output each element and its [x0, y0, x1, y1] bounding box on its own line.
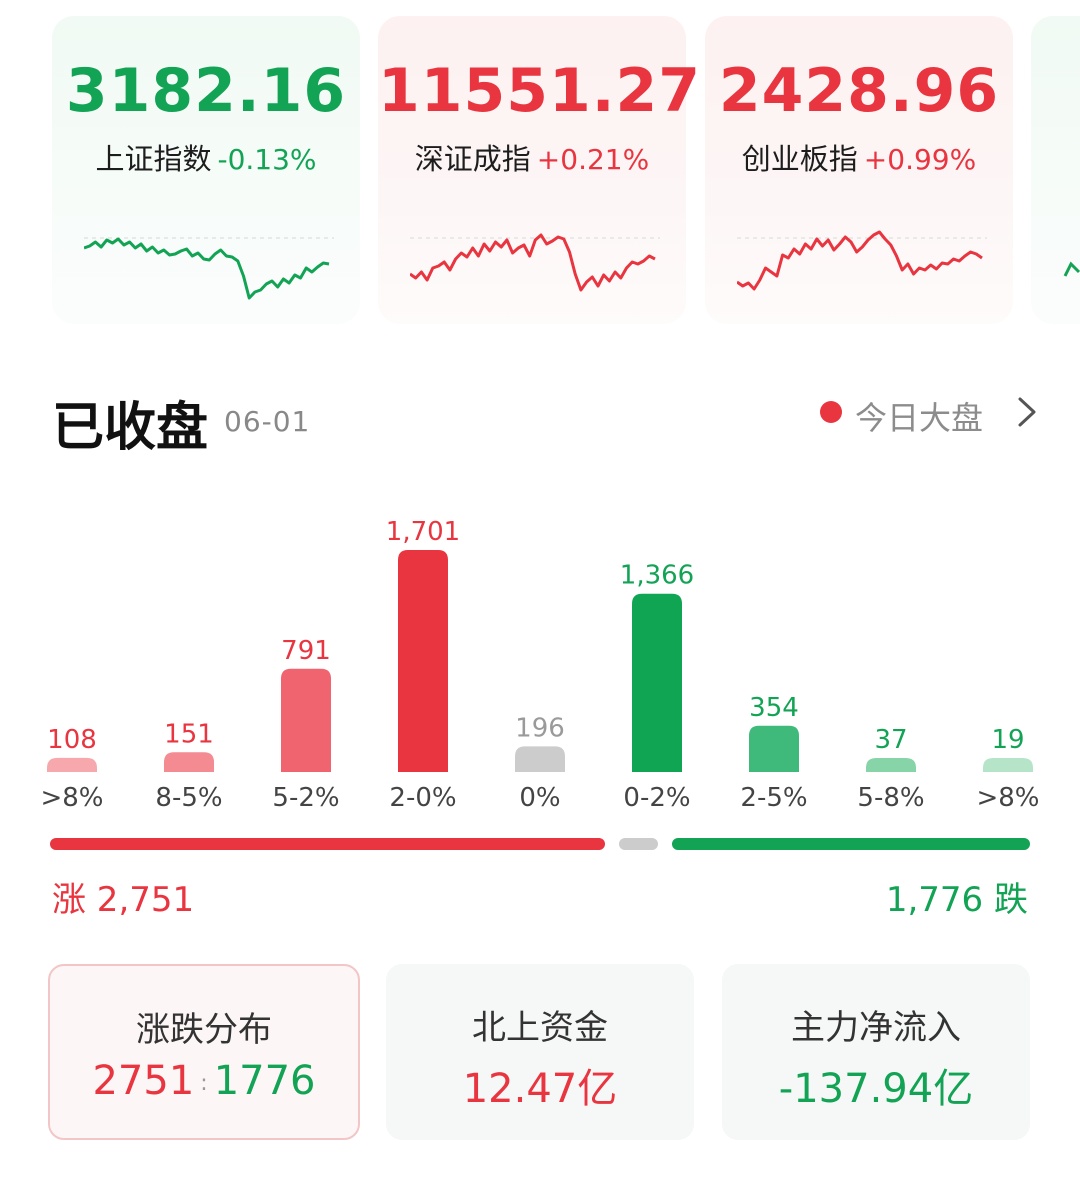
index-name: 创业板指 [741, 142, 858, 176]
stat-title: 北上资金 [472, 1008, 608, 1048]
index-sparkline [737, 230, 987, 291]
index-value: 3182.16 [65, 56, 347, 126]
distribution-bar [749, 725, 799, 772]
bar-value-label: 1,701 [386, 517, 460, 547]
chevron-right-icon[interactable] [1010, 395, 1044, 429]
index-name: 深证成指 [414, 142, 531, 176]
stat-title: 主力净流入 [791, 1008, 961, 1048]
index-sparkline-partial [1063, 261, 1080, 277]
market-status-title: 已收盘 [52, 398, 209, 458]
index-change: +0.99% [863, 143, 977, 176]
ratio-separator: : [200, 1070, 208, 1096]
market-date: 06-01 [224, 405, 311, 438]
index-change: -0.13% [217, 143, 317, 176]
distribution-bar [47, 757, 97, 772]
bar-value-label: 37 [874, 725, 907, 755]
distribution-bar [164, 752, 214, 772]
bar-value-label: 1,366 [620, 561, 694, 591]
fall-total-bar [672, 838, 1030, 850]
rise-count-label: 涨 2,751 [52, 880, 195, 920]
bar-value-label: 354 [749, 693, 799, 723]
index-card-shanghai[interactable]: 3182.16 上证指数 -0.13% [52, 16, 360, 324]
change-distribution-chart: 108 >8% 151 8-5% 791 5-2% 1,701 2-0% 196 0% 1,366 0… [40, 517, 1039, 813]
rise-total-bar [50, 838, 605, 850]
bar-category-label: 5-8% [857, 783, 924, 813]
index-card-chinext[interactable]: 2428.96 创业板指 +0.99% [705, 16, 1013, 324]
index-card-partial[interactable] [1031, 16, 1080, 324]
stat-title: 涨跌分布 [136, 1010, 272, 1050]
bar-value-label: 108 [47, 725, 97, 755]
distribution-bar [398, 550, 448, 772]
stat-value: 2751:1776 [50, 1058, 358, 1104]
bar-category-label: >8% [40, 783, 103, 813]
bar-category-label: 8-5% [155, 783, 222, 813]
sparkline-line [84, 237, 330, 300]
bar-value-label: 791 [281, 636, 331, 666]
index-label-row: 深证成指 +0.21% [378, 136, 686, 178]
index-card-shenzhen[interactable]: 11551.27 深证成指 +0.21% [378, 16, 702, 324]
bar-category-label: 2-0% [389, 783, 456, 813]
bar-value-label: 196 [515, 713, 565, 743]
stat-value: -137.94亿 [778, 1066, 974, 1112]
rise-count: 2751 [92, 1058, 195, 1104]
index-change: +0.21% [536, 143, 650, 176]
fall-count: 1776 [213, 1058, 316, 1104]
index-label-row: 上证指数 -0.13% [52, 136, 360, 178]
tab-main-net-inflow[interactable]: 主力净流入 -137.94亿 [722, 964, 1030, 1140]
index-cards: 3182.16 上证指数 -0.13% 11551.27 深证成指 +0.21% 2… [0, 0, 1080, 340]
stat-value: 12.47亿 [462, 1066, 618, 1112]
bar-category-label: >8% [976, 783, 1039, 813]
fall-count-label: 1,776 跌 [885, 880, 1028, 920]
distribution-bar [983, 758, 1033, 772]
index-name: 上证指数 [95, 142, 212, 176]
index-sparkline [84, 237, 334, 300]
distribution-bar [866, 758, 916, 772]
distribution-bar [632, 593, 682, 772]
flat-total-bar [618, 838, 658, 850]
index-value: 2428.96 [718, 56, 1000, 126]
index-sparkline [410, 233, 660, 292]
bar-category-label: 0% [519, 783, 560, 813]
tab-northbound-funds[interactable]: 北上资金 12.47亿 [386, 964, 694, 1140]
bar-category-label: 5-2% [272, 783, 339, 813]
bar-value-label: 151 [164, 719, 214, 749]
tab-rise-fall-distribution[interactable]: 涨跌分布 2751:1776 [48, 964, 360, 1140]
bar-category-label: 0-2% [623, 783, 690, 813]
bar-value-label: 19 [991, 725, 1024, 755]
today-market-link[interactable]: 今日大盘 [855, 399, 984, 437]
distribution-bar [281, 668, 331, 772]
sparkline-line [410, 233, 656, 292]
bar-category-label: 2-5% [740, 783, 807, 813]
sparkline-line [737, 230, 983, 291]
index-value: 11551.27 [378, 56, 702, 126]
live-dot-icon [820, 401, 842, 423]
index-label-row: 创业板指 +0.99% [705, 136, 1013, 178]
distribution-bar [515, 746, 565, 772]
